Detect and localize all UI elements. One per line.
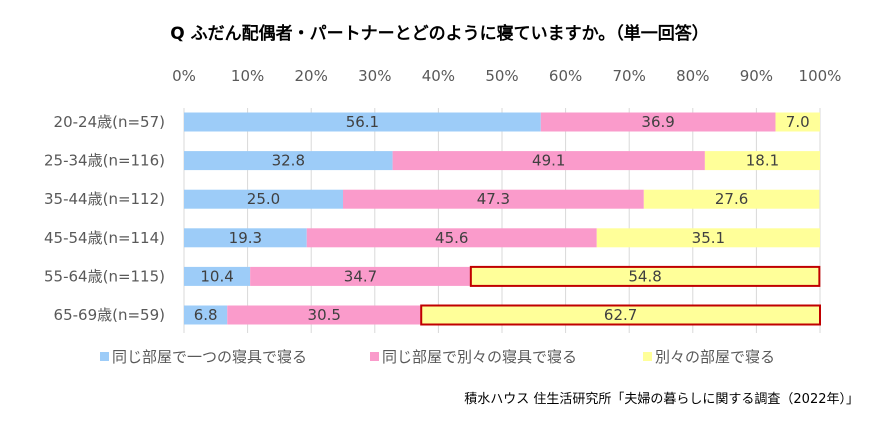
bar-segment [343,189,644,209]
data-label: 56.1 [346,113,379,131]
legend-swatch [643,352,652,361]
data-label: 19.3 [229,229,262,247]
bar-segment [184,266,251,286]
data-label: 25.0 [247,190,280,208]
data-label: 30.5 [308,306,341,324]
data-label: 35.1 [692,229,725,247]
bar-segment [184,151,393,171]
x-tick-label: 20% [295,67,328,85]
data-label: 6.8 [194,306,218,324]
category-label: 35-44歳(n=112) [44,190,165,208]
data-label: 45.6 [435,229,468,247]
bar-segment [775,112,820,132]
x-tick-label: 90% [740,67,773,85]
x-tick-label: 40% [422,67,455,85]
bar-segment [420,304,821,326]
bar-segment [184,305,228,325]
x-tick-label: 100% [799,67,842,85]
data-label: 36.9 [641,113,674,131]
bar-segment [306,228,597,248]
source-note: 積水ハウス 住生活研究所「夫婦の暮らしに関する調査（2022年）」 [464,392,859,407]
x-tick-label: 50% [485,67,518,85]
data-label: 7.0 [786,113,810,131]
category-label: 25-34歳(n=116) [44,152,165,170]
legend-label: 同じ部屋で別々の寝具で寝る [382,348,577,366]
data-label: 18.1 [746,152,779,170]
bar-segment [184,228,307,248]
bar-segment [469,265,821,287]
x-tick-label: 30% [358,67,391,85]
x-tick-label: 0% [172,67,196,85]
x-tick-label: 60% [549,67,582,85]
bar-segment [184,189,343,209]
data-label: 47.3 [477,190,510,208]
x-tick-label: 10% [231,67,264,85]
chart-title: Q ふだん配偶者・パートナーとどのように寝ていますか。（単一回答） [170,24,709,44]
bar-segment [596,228,820,248]
bar-segment [704,151,820,171]
data-label: 34.7 [344,267,377,285]
x-tick-label: 70% [613,67,646,85]
legend-label: 別々の部屋で寝る [655,348,775,366]
data-label: 32.8 [272,152,305,170]
data-label: 49.1 [532,152,565,170]
legend-swatch [370,352,379,361]
data-label: 54.8 [628,267,661,285]
x-tick-label: 80% [676,67,709,85]
bar-segment [540,112,776,132]
category-label: 45-54歳(n=114) [44,229,165,247]
bar-segment [392,151,705,171]
legend-swatch [100,352,109,361]
category-label: 20-24歳(n=57) [54,113,165,131]
data-label: 62.7 [604,306,637,324]
category-label: 65-69歳(n=59) [54,306,165,324]
legend-label: 同じ部屋で一つの寝具で寝る [112,348,307,366]
bar-segment [643,189,820,209]
data-label: 27.6 [715,190,748,208]
data-label: 10.4 [200,267,233,285]
category-label: 55-64歳(n=115) [44,267,165,285]
bar-segment [184,112,541,132]
bar-segment [250,266,471,286]
bar-segment [227,305,422,325]
